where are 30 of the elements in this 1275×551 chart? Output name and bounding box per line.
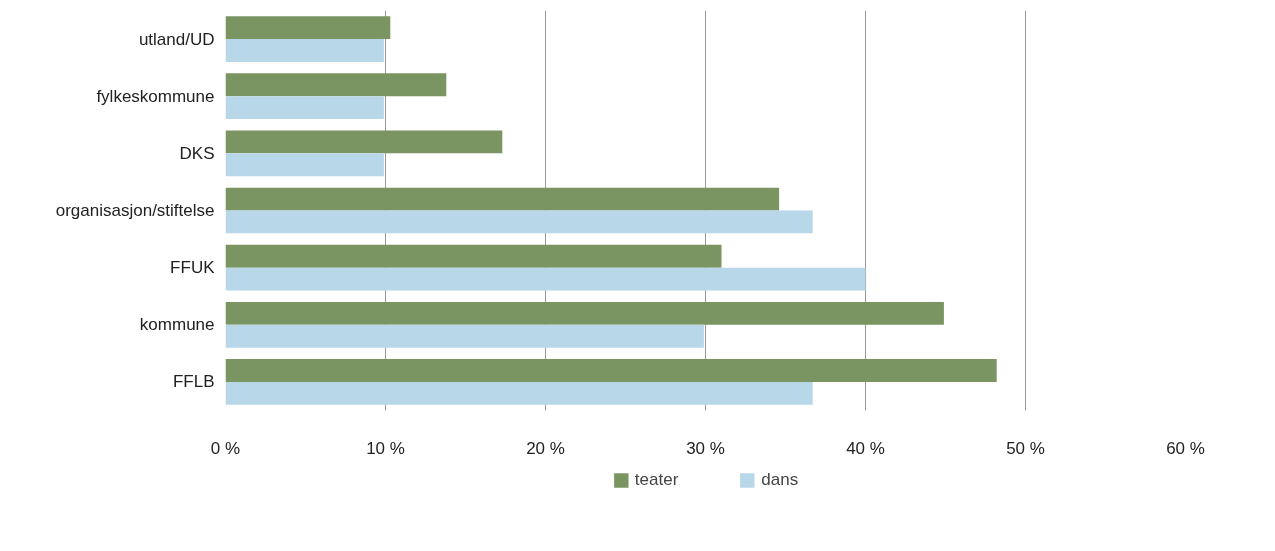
x-tick-label: 50 % [1006, 438, 1045, 458]
bar [225, 381, 813, 405]
y-tick-label: FFLB [172, 372, 215, 392]
x-tick-label: 10 % [366, 438, 405, 458]
y-tick-label: fylkeskommune [96, 86, 215, 106]
x-tick-label: 0 % [210, 438, 241, 458]
legend-label: dans [761, 470, 799, 490]
bar [225, 210, 813, 234]
bar [225, 96, 384, 120]
x-tick-label: 60 % [1166, 438, 1205, 458]
bar [225, 73, 447, 97]
x-tick-label: 30 % [686, 438, 725, 458]
bar [225, 324, 704, 348]
y-tick-label: utland/UD [138, 29, 215, 49]
y-tick-label: DKS [179, 143, 215, 163]
bar [225, 301, 944, 325]
bar [225, 16, 391, 40]
bar [225, 244, 722, 268]
x-tick-label: 40 % [846, 438, 885, 458]
bar [225, 267, 866, 291]
y-tick-label: FFUK [170, 258, 216, 278]
bar [225, 39, 384, 62]
bar [225, 187, 780, 211]
y-tick-label: kommune [139, 315, 215, 335]
x-tick-label: 20 % [526, 438, 565, 458]
bar [225, 359, 997, 382]
bar [225, 153, 384, 177]
y-tick-label: organisasjon/stiftelse [55, 201, 215, 220]
legend-label: teater [634, 470, 679, 490]
bar [225, 130, 503, 154]
